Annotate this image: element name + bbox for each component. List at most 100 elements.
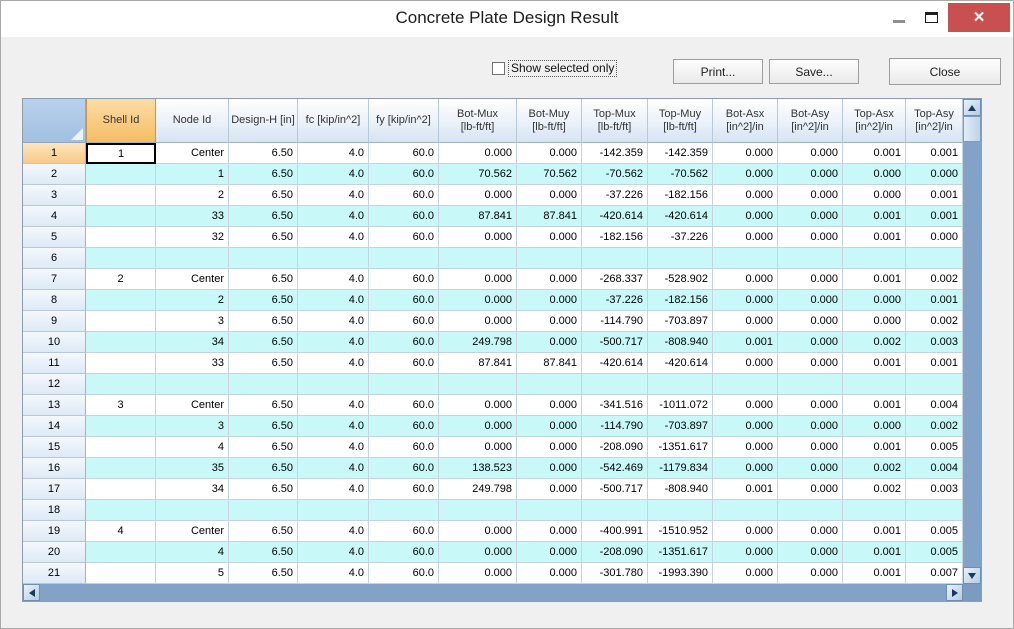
cell[interactable] [86,311,156,332]
cell[interactable] [369,248,439,269]
row-header[interactable]: 14 [23,416,86,437]
cell[interactable] [648,248,713,269]
cell[interactable] [86,353,156,374]
row-header[interactable]: 11 [23,353,86,374]
close-button[interactable]: Close [889,58,1001,85]
cell[interactable]: 87.841 [439,206,517,227]
cell[interactable]: 0.002 [906,269,963,290]
cell[interactable]: 60.0 [369,227,439,248]
cell[interactable]: 0.001 [906,290,963,311]
window-close-button[interactable]: ✕ [948,3,1010,32]
cell[interactable]: 0.001 [906,353,963,374]
row-header[interactable]: 7 [23,269,86,290]
cell[interactable]: 4.0 [298,458,369,479]
cell[interactable]: -1179.834 [648,458,713,479]
cell[interactable] [778,374,843,395]
cell[interactable]: 4.0 [298,332,369,353]
column-header-shell-id[interactable]: Shell Id [86,99,156,143]
cell[interactable]: 0.003 [906,332,963,353]
row-header[interactable]: 9 [23,311,86,332]
cell[interactable]: 0.000 [713,143,778,164]
cell[interactable]: 6.50 [229,353,298,374]
cell[interactable]: -142.359 [648,143,713,164]
cell[interactable]: 0.000 [439,311,517,332]
cell[interactable] [86,290,156,311]
cell[interactable] [86,563,156,584]
cell[interactable]: -1351.617 [648,542,713,563]
column-header-bot-asy[interactable]: Bot-Asy [in^2]/in [778,99,843,143]
column-header-top-mux[interactable]: Top-Mux [lb-ft/ft] [582,99,648,143]
cell[interactable] [582,248,648,269]
cell[interactable]: -301.780 [582,563,648,584]
cell[interactable]: -400.991 [582,521,648,542]
show-selected-only-checkbox[interactable] [492,62,505,75]
column-header-fy-kip-in-2-[interactable]: fy [kip/in^2] [369,99,439,143]
cell[interactable]: 0.000 [713,395,778,416]
cell[interactable]: 60.0 [369,395,439,416]
cell[interactable] [582,374,648,395]
cell[interactable]: -500.717 [582,332,648,353]
cell[interactable]: 0.000 [713,311,778,332]
cell[interactable]: 35 [156,458,229,479]
cell[interactable]: -420.614 [648,353,713,374]
cell[interactable]: 0.000 [439,185,517,206]
cell[interactable] [843,248,906,269]
cell[interactable] [906,374,963,395]
cell[interactable]: 87.841 [517,206,582,227]
cell[interactable] [156,500,229,521]
cell[interactable]: 0.000 [439,269,517,290]
cell[interactable]: -268.337 [582,269,648,290]
cell[interactable]: -528.902 [648,269,713,290]
cell[interactable]: 0.000 [778,290,843,311]
cell[interactable] [713,500,778,521]
cell[interactable]: 0.000 [439,437,517,458]
cell[interactable]: 0.000 [517,311,582,332]
cell[interactable]: 0.000 [517,521,582,542]
cell[interactable]: 0.001 [843,437,906,458]
cell[interactable]: 60.0 [369,332,439,353]
row-header[interactable]: 21 [23,563,86,584]
cell[interactable]: -37.226 [582,290,648,311]
scroll-down-button[interactable] [963,567,981,584]
cell[interactable]: 0.001 [713,332,778,353]
cell[interactable]: 6.50 [229,416,298,437]
cell[interactable]: 6.50 [229,290,298,311]
cell[interactable]: 0.000 [778,185,843,206]
cell[interactable]: 0.001 [843,353,906,374]
cell[interactable]: 4.0 [298,437,369,458]
cell[interactable]: 0.001 [713,479,778,500]
cell[interactable]: 5 [156,563,229,584]
cell[interactable]: 0.001 [843,395,906,416]
cell[interactable]: 4.0 [298,521,369,542]
cell[interactable]: 6.50 [229,206,298,227]
cell[interactable]: 0.000 [439,521,517,542]
cell[interactable]: Center [156,269,229,290]
cell[interactable]: 60.0 [369,206,439,227]
cell[interactable]: -208.090 [582,542,648,563]
cell[interactable]: 0.000 [778,437,843,458]
cell[interactable]: 3 [156,416,229,437]
cell[interactable]: 0.000 [778,542,843,563]
cell[interactable]: Center [156,143,229,164]
cell[interactable]: -420.614 [582,206,648,227]
cell[interactable]: 0.000 [517,479,582,500]
cell[interactable] [843,500,906,521]
cell[interactable] [582,500,648,521]
cell[interactable]: 0.000 [713,437,778,458]
column-header-top-muy[interactable]: Top-Muy [lb-ft/ft] [648,99,713,143]
cell[interactable]: 6.50 [229,143,298,164]
cell[interactable]: 34 [156,479,229,500]
cell[interactable] [86,500,156,521]
row-header[interactable]: 20 [23,542,86,563]
cell[interactable]: Center [156,395,229,416]
cell[interactable]: 4.0 [298,185,369,206]
row-header[interactable]: 8 [23,290,86,311]
cell[interactable] [86,374,156,395]
cell[interactable]: 0.000 [778,311,843,332]
cell[interactable] [229,374,298,395]
cell[interactable] [229,248,298,269]
cell[interactable]: 60.0 [369,143,439,164]
cell[interactable]: Center [156,521,229,542]
cell[interactable]: 6.50 [229,458,298,479]
cell[interactable]: 2 [86,269,156,290]
